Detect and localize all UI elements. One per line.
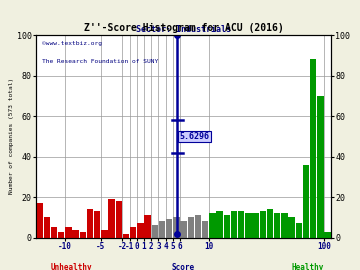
Bar: [267, 209, 273, 238]
Bar: [216, 211, 223, 238]
Bar: [65, 227, 72, 238]
Bar: [260, 211, 266, 238]
Bar: [202, 221, 208, 238]
Bar: [36, 203, 43, 238]
Bar: [238, 211, 244, 238]
Bar: [281, 213, 288, 238]
Bar: [80, 232, 86, 238]
Bar: [310, 59, 316, 238]
Bar: [317, 96, 324, 238]
Bar: [159, 221, 165, 238]
Bar: [58, 232, 64, 238]
Bar: [252, 213, 259, 238]
Title: Z''-Score Histogram for ACU (2016): Z''-Score Histogram for ACU (2016): [84, 23, 283, 33]
Bar: [288, 217, 295, 238]
Text: Unhealthy: Unhealthy: [51, 263, 92, 270]
Text: Sector: Industrials: Sector: Industrials: [136, 25, 231, 34]
Bar: [245, 213, 252, 238]
Bar: [51, 227, 57, 238]
Bar: [274, 213, 280, 238]
Bar: [188, 217, 194, 238]
Bar: [123, 234, 129, 238]
Bar: [130, 227, 136, 238]
Bar: [152, 225, 158, 238]
Bar: [94, 211, 100, 238]
Bar: [224, 215, 230, 238]
Bar: [173, 217, 180, 238]
Bar: [231, 211, 237, 238]
Bar: [101, 230, 108, 238]
Text: ©www.textbiz.org: ©www.textbiz.org: [42, 41, 102, 46]
Bar: [137, 224, 144, 238]
Bar: [87, 209, 93, 238]
Bar: [209, 213, 216, 238]
Bar: [72, 230, 79, 238]
Text: Healthy: Healthy: [291, 263, 324, 270]
Bar: [296, 224, 302, 238]
Text: The Research Foundation of SUNY: The Research Foundation of SUNY: [42, 59, 158, 65]
Bar: [180, 221, 187, 238]
Bar: [44, 217, 50, 238]
Text: 5.6296: 5.6296: [180, 132, 210, 141]
Y-axis label: Number of companies (573 total): Number of companies (573 total): [9, 78, 14, 194]
Bar: [195, 215, 201, 238]
Bar: [144, 215, 151, 238]
Bar: [166, 219, 172, 238]
Bar: [108, 199, 115, 238]
Bar: [324, 232, 331, 238]
Bar: [116, 201, 122, 238]
Bar: [303, 165, 309, 238]
Text: Score: Score: [172, 263, 195, 270]
